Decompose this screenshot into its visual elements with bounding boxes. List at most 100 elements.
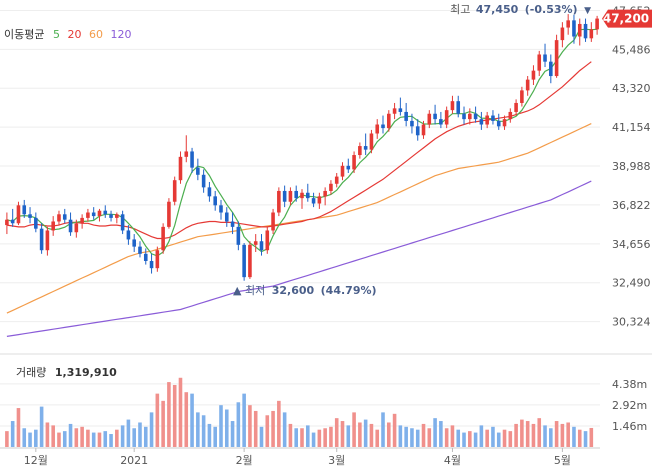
volume-bar [132, 428, 136, 447]
candle-body [577, 23, 582, 37]
candle-body [583, 23, 588, 39]
ma-legend[interactable]: 이동평균 5 20 60 120 [4, 28, 131, 41]
volume-bar [196, 412, 200, 447]
candle-body [219, 205, 223, 213]
volume-bar [421, 423, 426, 447]
candle-body [595, 18, 599, 30]
candle [39, 223, 44, 254]
volume-gridlines [0, 383, 600, 427]
candle-body [317, 196, 322, 204]
volume-bar [80, 426, 84, 447]
candle-body [161, 226, 165, 251]
price-gridlines [0, 9, 600, 323]
candle-body [51, 221, 55, 231]
volume-bar [10, 421, 15, 447]
candle [387, 110, 391, 132]
volume-bar [138, 422, 142, 447]
candle-body [230, 221, 235, 227]
volume-bar [502, 429, 507, 447]
volume-bar [62, 431, 67, 447]
candle [577, 18, 582, 46]
candle [404, 102, 408, 127]
candle [433, 104, 437, 125]
candle [10, 208, 15, 227]
candle-body [381, 124, 385, 129]
candle [103, 205, 108, 218]
candle [172, 176, 177, 206]
candle-body [28, 214, 32, 218]
candle-body [271, 212, 275, 231]
volume-bar [126, 419, 131, 447]
candle-body [34, 217, 38, 229]
candle-body [560, 27, 565, 41]
candle [178, 151, 183, 184]
candle-body [207, 187, 212, 197]
candle [514, 99, 518, 116]
volume-bar [479, 425, 484, 447]
volume-bar [51, 425, 55, 447]
candle-body [224, 212, 229, 222]
candle [415, 119, 420, 141]
candle [363, 133, 368, 156]
candle [300, 189, 304, 209]
candle [115, 212, 119, 224]
volume-tick-label: 2.92m [612, 399, 647, 412]
volume-tick-label: 4.38m [612, 378, 647, 391]
candle [74, 219, 79, 238]
volume-bar [381, 412, 385, 447]
candle [352, 151, 356, 173]
volume-bar [103, 431, 108, 447]
candle-body [236, 226, 241, 245]
low-annotation: ▲ 최저 32,600 (44.79%) [233, 284, 377, 297]
candle-body [213, 196, 217, 206]
candle [184, 135, 189, 163]
volume-bar [317, 429, 322, 447]
candle [439, 111, 443, 129]
x-tick-label: 2월 [236, 454, 253, 467]
x-tick-label: 5월 [554, 454, 571, 467]
candle [329, 180, 333, 195]
volume-bar [201, 415, 206, 447]
candle-body [479, 119, 484, 125]
candle [311, 192, 316, 208]
volume-bar [537, 418, 542, 447]
candle [508, 108, 513, 123]
candle [62, 208, 67, 224]
candle [236, 221, 241, 251]
candle-body [329, 183, 333, 191]
volume-bar [369, 423, 374, 447]
volume-bar [91, 432, 96, 447]
candle-body [282, 190, 287, 202]
volume-bar [514, 423, 518, 447]
volume-bar [120, 425, 125, 447]
volume-bar [57, 432, 61, 447]
candle-body [427, 113, 432, 125]
volume-bar [178, 377, 183, 447]
volume-bar [242, 393, 246, 447]
volume-bar [496, 432, 501, 447]
candle-body [421, 124, 426, 136]
candle-body [508, 111, 513, 120]
volume-bar [68, 423, 73, 447]
candle [149, 253, 154, 274]
candle-body [439, 119, 443, 125]
volume-bar [450, 425, 455, 447]
ma-legend-5: 5 [53, 28, 60, 41]
volume-bar [439, 421, 443, 447]
candle [91, 207, 96, 220]
current-price-label: 47,200 [603, 12, 649, 26]
volume-bar [282, 412, 287, 447]
candle [520, 86, 524, 107]
candle [265, 226, 270, 254]
ma-legend-20: 20 [67, 28, 81, 41]
candle [531, 65, 536, 86]
current-price-tag: 47,200 [602, 9, 652, 28]
candle-body [62, 214, 67, 220]
volume-bar [224, 409, 229, 447]
candle-body [450, 101, 455, 111]
volume-bar [294, 428, 299, 447]
candle-body [143, 253, 148, 261]
volume-bar [566, 422, 570, 447]
volume-bar [115, 429, 119, 447]
